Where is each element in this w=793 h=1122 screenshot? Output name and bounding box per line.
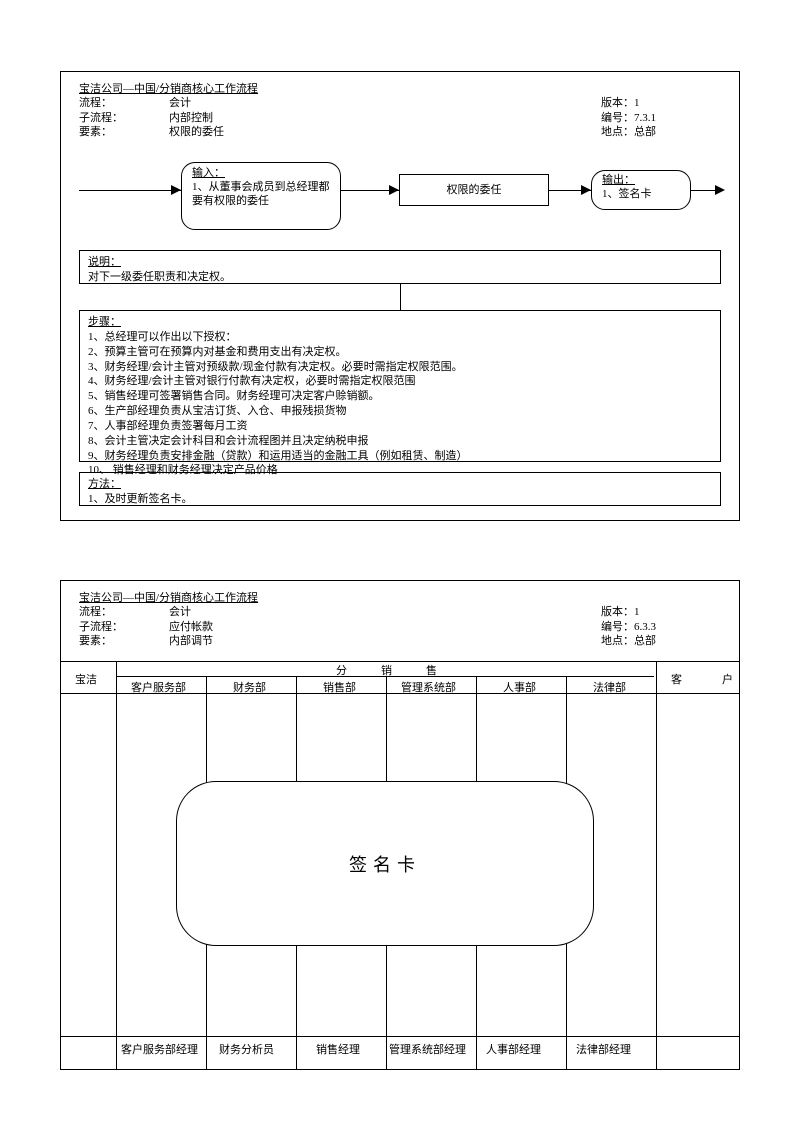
input-label: 输入：	[192, 167, 225, 179]
step-0: 1、总经理可以作出以下授权：	[88, 330, 712, 345]
flow-area: 输入： 1、从董事会成员到总经理都要有权限的委任 权限的委任 输出： 1、签名卡	[61, 152, 739, 242]
steps-box: 步骤： 1、总经理可以作出以下授权： 2、预算主管可在预算内对基金和费用支出有决…	[79, 310, 721, 462]
input-text: 1、从董事会成员到总经理都要有权限的委任	[192, 181, 330, 207]
step-7: 8、会计主管决定会计科目和会计流程图并且决定纳税申报	[88, 434, 712, 449]
company-title: 宝洁公司—中国/分销商核心工作流程	[79, 82, 258, 96]
explain-box: 说明： 对下一级委任职责和决定权。	[79, 250, 721, 284]
hdr-row-1: 子流程： 内部控制 编号：7.3.1	[79, 111, 721, 125]
output-label: 输出：	[602, 174, 635, 186]
method-label: 方法：	[88, 478, 121, 490]
step-8: 9、财务经理负责安排金融（贷款）和运用适当的金融工具（例如租赁、制造）	[88, 449, 712, 464]
step-3: 4、财务经理/会计主管对银行付款有决定权，必要时需指定权限范围	[88, 374, 712, 389]
right-label: 客 户	[671, 671, 739, 687]
swimlane-table: 宝洁 分 销 售 客 户 客户服务部 财务部 销售部 管理系统部 人事部 法律部…	[61, 661, 739, 1069]
step-1: 2、预算主管可在预算内对基金和费用支出有决定权。	[88, 345, 712, 360]
hdr2-row-2: 要素： 内部调节 地点：总部	[79, 634, 721, 648]
explain-label: 说明：	[88, 256, 121, 268]
vline-6	[656, 661, 657, 1069]
top-group: 分 销 售	[336, 662, 441, 678]
hdr2-row-0: 流程： 会计 版本：1	[79, 605, 721, 619]
col-4: 人事部	[503, 679, 536, 695]
step-5: 6、生产部经理负责从宝洁订货、入仓、申报残损货物	[88, 404, 712, 419]
arrow-head-3	[581, 185, 591, 195]
foot-2: 销售经理	[316, 1041, 360, 1057]
input-box: 输入： 1、从董事会成员到总经理都要有权限的委任	[181, 162, 341, 230]
col-3: 管理系统部	[401, 679, 456, 695]
explain-text: 对下一级委任职责和决定权。	[88, 271, 231, 283]
header-2: 宝洁公司—中国/分销商核心工作流程 流程： 会计 版本：1 子流程： 应付帐款 …	[79, 591, 721, 648]
arrow-head-2	[389, 185, 399, 195]
arrow-seg-1	[79, 190, 181, 191]
vline-0	[116, 661, 117, 1069]
header-1: 宝洁公司—中国/分销商核心工作流程 流程： 会计 版本：1 子流程： 内部控制 …	[79, 82, 721, 139]
center-box: 权限的委任	[399, 174, 549, 206]
hline-2	[61, 1036, 739, 1037]
foot-5: 法律部经理	[576, 1041, 631, 1057]
process-panel-1: 宝洁公司—中国/分销商核心工作流程 流程： 会计 版本：1 子流程： 内部控制 …	[60, 71, 740, 521]
step-6: 7、人事部经理负责签署每月工资	[88, 419, 712, 434]
foot-3: 管理系统部经理	[389, 1041, 466, 1057]
process-panel-2: 宝洁公司—中国/分销商核心工作流程 流程： 会计 版本：1 子流程： 应付帐款 …	[60, 580, 740, 1070]
foot-1: 财务分析员	[219, 1041, 274, 1057]
left-label: 宝洁	[75, 671, 97, 687]
hdr2-row-1: 子流程： 应付帐款 编号：6.3.3	[79, 620, 721, 634]
col-5: 法律部	[593, 679, 626, 695]
method-text: 1、及时更新签名卡。	[88, 493, 193, 505]
foot-4: 人事部经理	[486, 1041, 541, 1057]
col-1: 财务部	[233, 679, 266, 695]
company-title-2: 宝洁公司—中国/分销商核心工作流程	[79, 591, 258, 605]
hdr-row-2: 要素： 权限的委任 地点：总部	[79, 125, 721, 139]
hdr-row-0: 流程： 会计 版本：1	[79, 96, 721, 110]
step-4: 5、销售经理可签署销售合同。财务经理可决定客户赊销额。	[88, 389, 712, 404]
col-2: 销售部	[323, 679, 356, 695]
arrow-head-4	[715, 185, 725, 195]
output-box: 输出： 1、签名卡	[591, 170, 691, 210]
steps-label: 步骤：	[88, 316, 121, 328]
col-0: 客户服务部	[131, 679, 186, 695]
connector-line	[400, 284, 401, 310]
arrow-head-1	[171, 185, 181, 195]
signature-card-box: 签名卡	[176, 781, 594, 946]
step-2: 3、财务经理/会计主管对预级款/现金付款有决定权。必要时需指定权限范围。	[88, 360, 712, 375]
foot-0: 客户服务部经理	[121, 1041, 198, 1057]
output-text: 1、签名卡	[602, 188, 652, 200]
method-box: 方法： 1、及时更新签名卡。	[79, 472, 721, 506]
